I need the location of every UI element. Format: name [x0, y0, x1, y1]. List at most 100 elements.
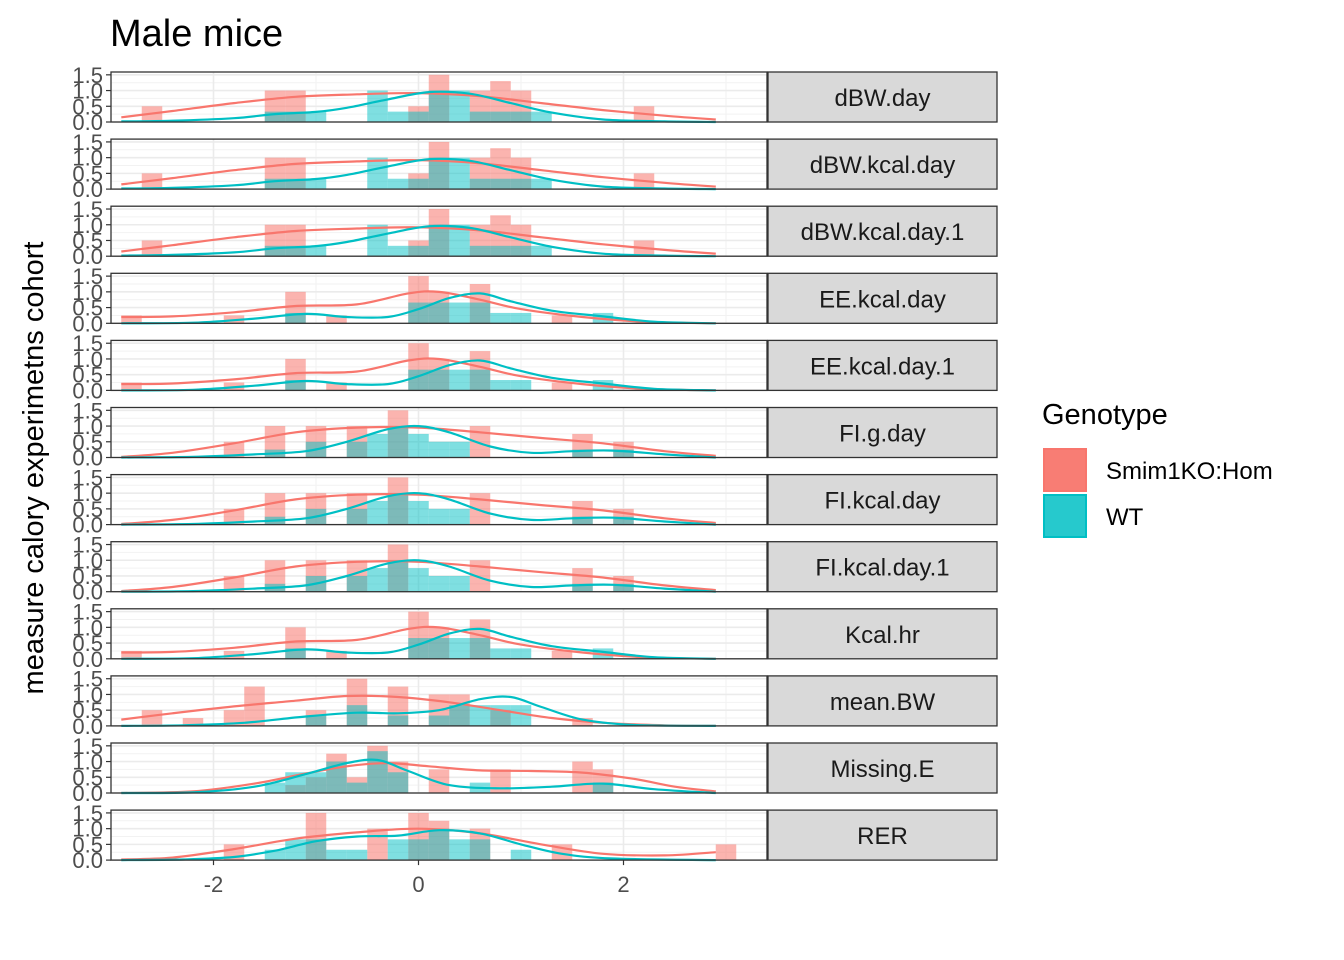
- panel-border: [110, 138, 768, 190]
- facet-strip-label: EE.kcal.day.1: [810, 353, 955, 380]
- histogram-bar-wt: [531, 178, 552, 190]
- y-tick-label: 1.0: [72, 817, 103, 842]
- histogram-bar-wt: [469, 178, 491, 190]
- facet-panels: dBW.day0.00.51.01.5dBW.kcal.day0.00.51.0…: [72, 63, 998, 873]
- histogram-bar-smim1ko-hom: [551, 382, 573, 391]
- density-curve-smim1ko-hom: [121, 493, 716, 526]
- histogram-bar-wt: [449, 302, 470, 324]
- histogram-bar-wt: [428, 575, 450, 592]
- histogram-bar-smim1ko-hom: [326, 650, 347, 659]
- histogram-bar-wt: [346, 849, 368, 861]
- y-tick-label: 0.5: [72, 430, 103, 455]
- y-axis-title: measure calory experimetns cohort: [18, 242, 50, 695]
- histogram-bar-smim1ko-hom: [223, 575, 245, 592]
- histogram-bar-wt: [264, 178, 286, 190]
- density-curve-smim1ko-hom: [121, 560, 716, 593]
- histogram-bar-wt: [510, 849, 532, 861]
- y-tick-label: 1.5: [72, 63, 103, 88]
- density-curve-wt: [121, 359, 716, 392]
- y-tick-label: 0.5: [72, 228, 103, 253]
- histogram-bar-wt: [367, 224, 388, 257]
- histogram-bar-wt: [510, 312, 532, 324]
- histogram-bar-wt: [490, 111, 511, 122]
- histogram-bar-wt: [387, 111, 409, 122]
- histogram-bar-wt: [449, 224, 470, 257]
- y-tick-label: 0.0: [72, 244, 103, 269]
- histogram-bar-smim1ko-hom: [551, 315, 573, 324]
- y-tick-label: 1.0: [72, 682, 103, 707]
- y-tick-label: 1.0: [72, 79, 103, 104]
- facet-strip: [767, 272, 998, 324]
- histogram-bar-wt: [387, 715, 409, 726]
- facet-strip: [767, 541, 998, 593]
- panel-border: [110, 809, 768, 861]
- histogram-bar-wt: [387, 245, 409, 257]
- histogram-bar-wt: [510, 111, 532, 122]
- facet-strip-label: FI.kcal.day: [824, 488, 940, 515]
- y-tick-label: 0.0: [72, 110, 103, 135]
- density-curve-wt: [121, 424, 716, 459]
- histogram-bar-wt: [490, 312, 511, 324]
- histogram-bar-wt: [428, 508, 450, 525]
- histogram-bar-wt: [428, 369, 450, 391]
- density-curve-smim1ko-hom: [121, 761, 716, 795]
- y-tick-label: 1.5: [72, 398, 103, 423]
- density-curve-wt: [121, 224, 716, 258]
- panel-border: [110, 608, 768, 660]
- facet-kcal-hr: Kcal.hr 0.00.51.01.5: [72, 600, 998, 672]
- histogram-bar-smim1ko-hom: [572, 761, 593, 793]
- histogram-bar-wt: [305, 715, 327, 726]
- legend-key-smim1ko-hom: [1043, 448, 1087, 492]
- legend-title: Genotype: [1042, 399, 1168, 431]
- facet-strip-label: Missing.E: [830, 756, 934, 783]
- histogram-bar-smim1ko-hom: [428, 769, 450, 793]
- facet-fi-kcal-day: FI.kcal.day 0.00.51.01.5: [72, 465, 998, 538]
- histogram-bar-wt: [428, 224, 450, 257]
- facet-strip: [767, 339, 998, 392]
- density-curve-smim1ko-hom: [121, 357, 716, 392]
- panel-border: [110, 406, 768, 459]
- y-tick-label: 1.0: [72, 213, 103, 238]
- histogram-bar-wt: [490, 380, 511, 391]
- histogram-bar-wt: [367, 501, 388, 525]
- density-curve-smim1ko-hom: [121, 625, 716, 660]
- histogram-bar-wt: [449, 508, 470, 525]
- facet-fi-g-day: FI.g.day 0.00.51.01.5: [72, 398, 998, 471]
- y-tick-label: 1.5: [72, 801, 103, 826]
- y-tick-label: 0.0: [72, 781, 103, 806]
- panel-border: [110, 742, 768, 794]
- histogram-bar-wt: [264, 849, 286, 861]
- legend-label-wt: WT: [1106, 504, 1144, 531]
- histogram-bar-wt: [469, 369, 491, 391]
- histogram-bar-smim1ko-hom: [223, 508, 245, 525]
- histogram-bar-wt: [490, 245, 511, 257]
- histogram-bar-wt: [510, 705, 532, 726]
- histogram-bar-wt: [367, 157, 388, 190]
- panel-border: [110, 71, 768, 123]
- y-tick-label: 0.0: [72, 714, 103, 739]
- histogram-bar-wt: [346, 441, 368, 458]
- facet-strip-label: dBW.kcal.day: [810, 152, 955, 179]
- x-axis: -2 0 2: [204, 860, 630, 897]
- histogram-bar-smim1ko-hom: [715, 844, 737, 861]
- histogram-bar-wt: [428, 302, 450, 324]
- histogram-bar-wt: [408, 111, 429, 122]
- density-curve-wt: [121, 292, 716, 325]
- y-tick-label: 1.5: [72, 465, 103, 490]
- histogram-bar-wt: [469, 245, 491, 257]
- histogram-bar-smim1ko-hom: [182, 718, 204, 726]
- histogram-bar-wt: [408, 433, 429, 458]
- panel-border: [110, 205, 768, 257]
- density-curve-wt: [121, 695, 716, 727]
- histogram-bar-wt: [428, 715, 450, 726]
- histogram-bar-wt: [367, 433, 388, 458]
- facet-strip-label: dBW.day: [834, 85, 930, 112]
- density-curve-wt: [121, 829, 716, 862]
- y-tick-label: 1.5: [72, 533, 103, 558]
- facet-missing-e: Missing.E 0.00.51.01.5: [72, 734, 998, 806]
- y-tick-label: 0.5: [72, 564, 103, 589]
- facet-strip-label: RER: [857, 823, 908, 850]
- histogram-bar-wt: [305, 839, 327, 861]
- histogram-bar-wt: [428, 90, 450, 122]
